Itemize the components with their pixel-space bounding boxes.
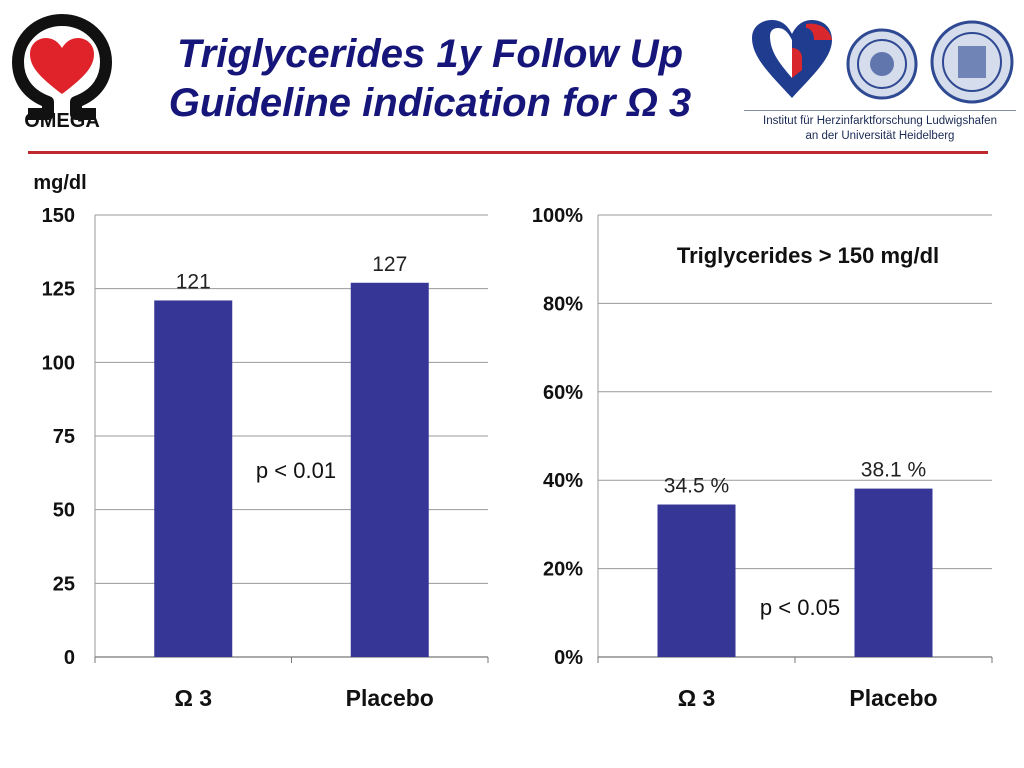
bar-placebo bbox=[350, 282, 429, 657]
y-tick-label: 40% bbox=[543, 470, 583, 492]
bar-omega3 bbox=[154, 300, 233, 657]
institute-heart-logo bbox=[752, 20, 832, 98]
institute-rule bbox=[744, 110, 1016, 111]
omega-symbol-shape bbox=[12, 14, 112, 120]
data-label: 127 bbox=[372, 253, 407, 276]
institute-line-1: Institut für Herzinfarktforschung Ludwig… bbox=[763, 115, 997, 127]
y-tick-label: 125 bbox=[42, 279, 75, 301]
chart-title: Triglycerides > 150 mg/dl bbox=[677, 243, 939, 268]
bar-placebo bbox=[854, 488, 933, 657]
data-label: 121 bbox=[176, 270, 211, 293]
university-seal-2 bbox=[930, 20, 1014, 104]
y-tick-label: 0 bbox=[64, 647, 75, 669]
y-tick-label: 25 bbox=[53, 573, 75, 595]
p-value-annotation: p < 0.01 bbox=[256, 458, 336, 483]
heart-icon bbox=[30, 38, 94, 94]
y-tick-label: 150 bbox=[42, 205, 75, 227]
y-axis-label: mg/dl bbox=[33, 172, 86, 194]
logo-text: OMEGA bbox=[24, 110, 100, 132]
x-category-label: Ω 3 bbox=[174, 685, 212, 711]
y-tick-label: 60% bbox=[543, 382, 583, 404]
p-value-annotation: p < 0.05 bbox=[760, 595, 840, 620]
y-tick-label: 80% bbox=[543, 293, 583, 315]
y-tick-label: 100 bbox=[42, 352, 75, 374]
x-category-label: Placebo bbox=[849, 685, 937, 711]
bar-omega3 bbox=[657, 504, 736, 657]
y-tick-label: 50 bbox=[53, 500, 75, 522]
data-label: 34.5 % bbox=[664, 475, 729, 498]
institute-logos bbox=[752, 20, 1014, 104]
omega-logo bbox=[12, 14, 112, 120]
title-line-1: Triglycerides 1y Follow Up bbox=[176, 32, 684, 76]
x-category-label: Placebo bbox=[346, 685, 434, 711]
y-tick-label: 100% bbox=[532, 205, 583, 227]
page-title: Triglycerides 1y Follow Up Guideline ind… bbox=[120, 30, 740, 128]
data-label: 38.1 % bbox=[861, 459, 926, 482]
y-tick-label: 75 bbox=[53, 426, 75, 448]
y-tick-label: 20% bbox=[543, 559, 583, 581]
x-category-label: Ω 3 bbox=[678, 685, 716, 711]
university-seal-1 bbox=[846, 28, 918, 100]
institute-line-2: an der Universität Heidelberg bbox=[805, 130, 955, 142]
y-tick-label: 0% bbox=[554, 647, 583, 669]
title-line-2: Guideline indication for Ω 3 bbox=[168, 81, 692, 125]
institute-name: Institut für Herzinfarktforschung Ludwig… bbox=[744, 114, 1016, 144]
header-divider bbox=[28, 151, 988, 154]
